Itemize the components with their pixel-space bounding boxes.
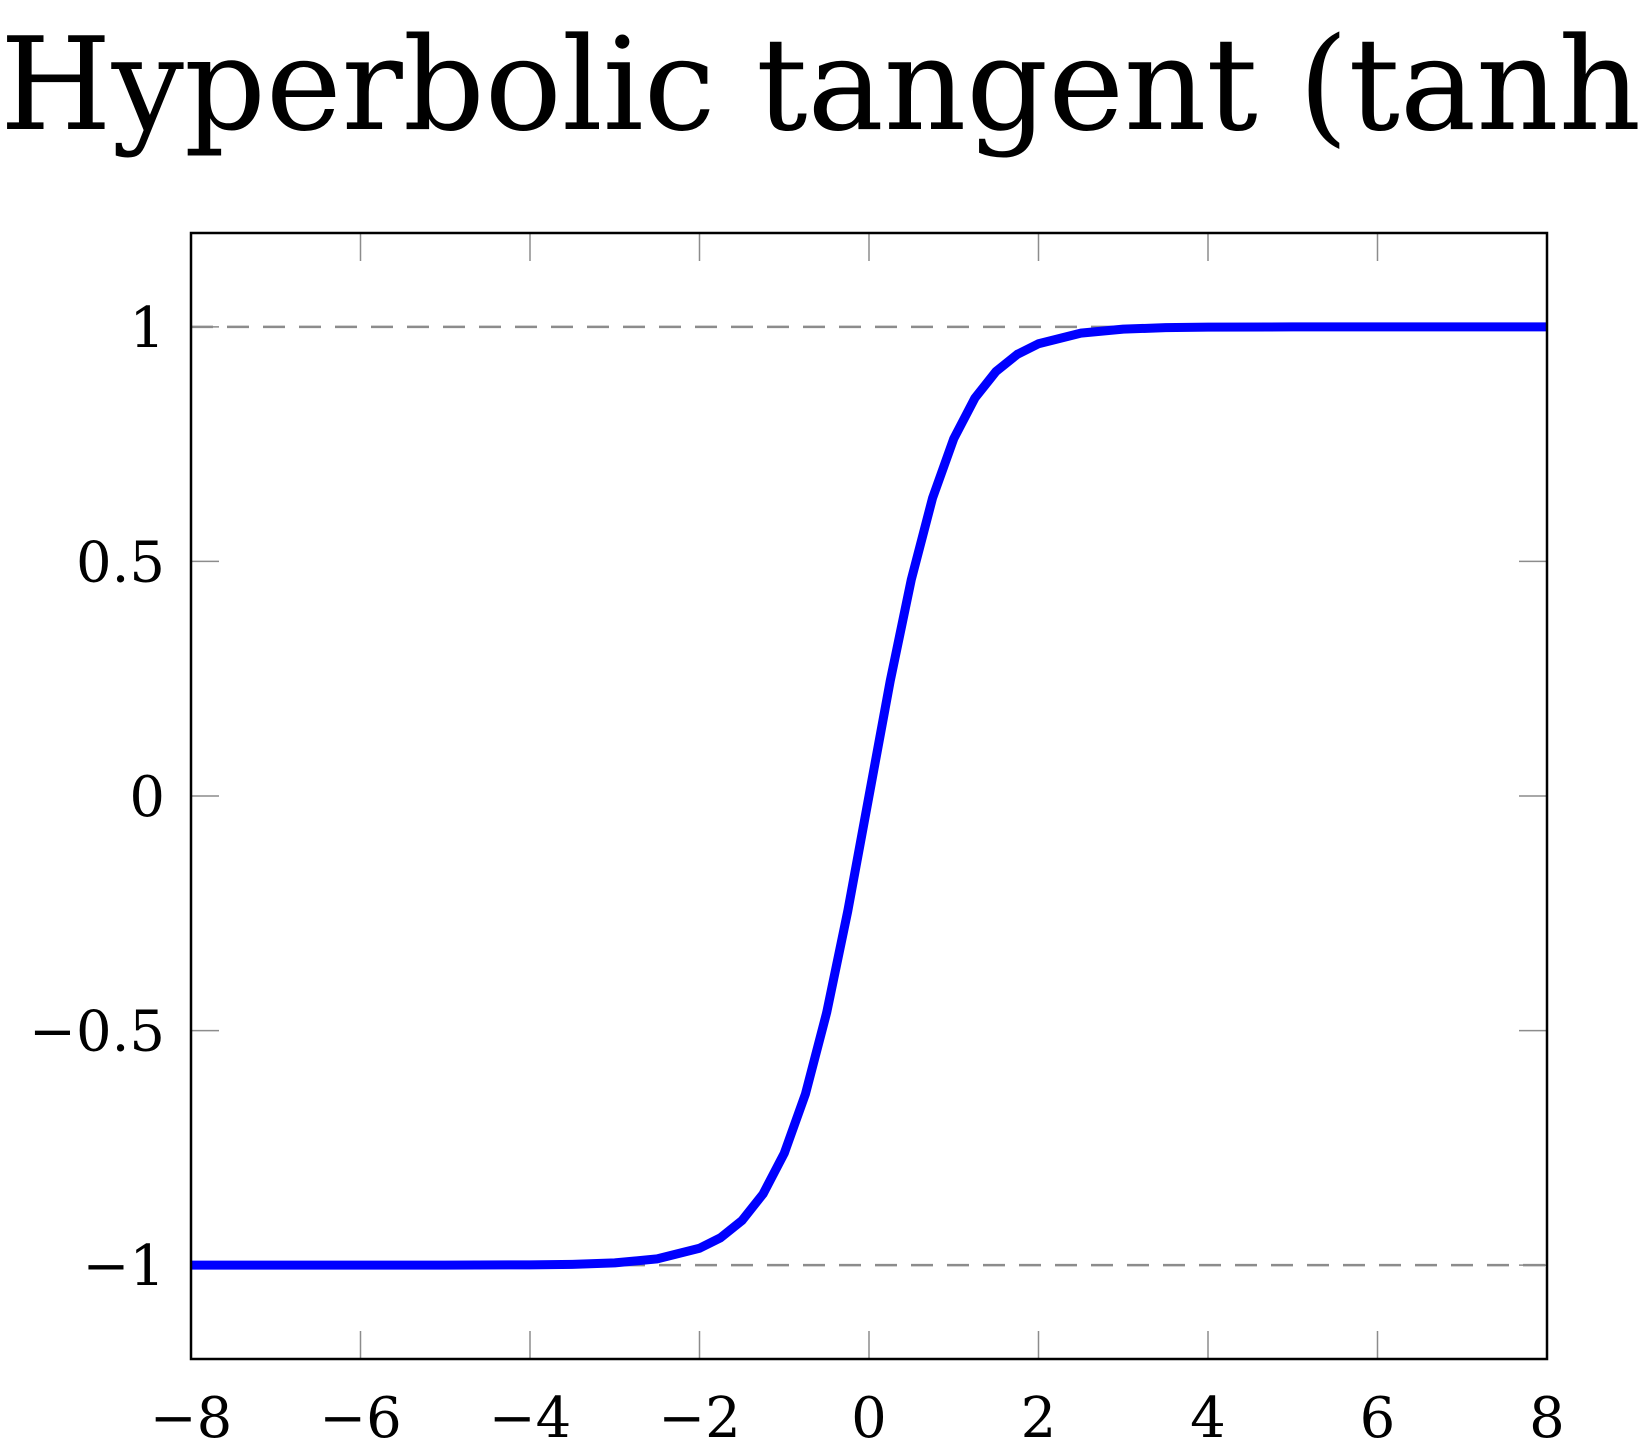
x-tick-label: 8 — [1529, 1386, 1565, 1451]
y-tick-label: −1 — [82, 1234, 165, 1299]
x-tick-label: −2 — [658, 1386, 741, 1451]
series-group — [191, 322, 1547, 1270]
x-tick-label: 6 — [1360, 1386, 1396, 1451]
tick-labels: −8 −6 −4 −2 0 2 4 6 8 −1 −0.5 0 0.5 1 — [29, 296, 1565, 1451]
y-tick-label: 0 — [129, 765, 165, 830]
y-tick-label: 1 — [129, 296, 165, 361]
plot-frame — [189, 231, 1549, 1361]
y-tick-label: −0.5 — [29, 1000, 165, 1065]
x-tick-label: 2 — [1021, 1386, 1057, 1451]
x-tick-label: −4 — [489, 1386, 572, 1451]
x-tick-label: −8 — [150, 1386, 233, 1451]
x-tick-label: 0 — [851, 1386, 887, 1451]
series-line-0 — [191, 322, 1547, 1270]
x-tick-label: 4 — [1190, 1386, 1226, 1451]
chart-title: Hyperbolic tangent (tanh) — [0, 11, 1644, 160]
x-tick-label: −6 — [319, 1386, 402, 1451]
y-tick-label: 0.5 — [76, 530, 165, 595]
